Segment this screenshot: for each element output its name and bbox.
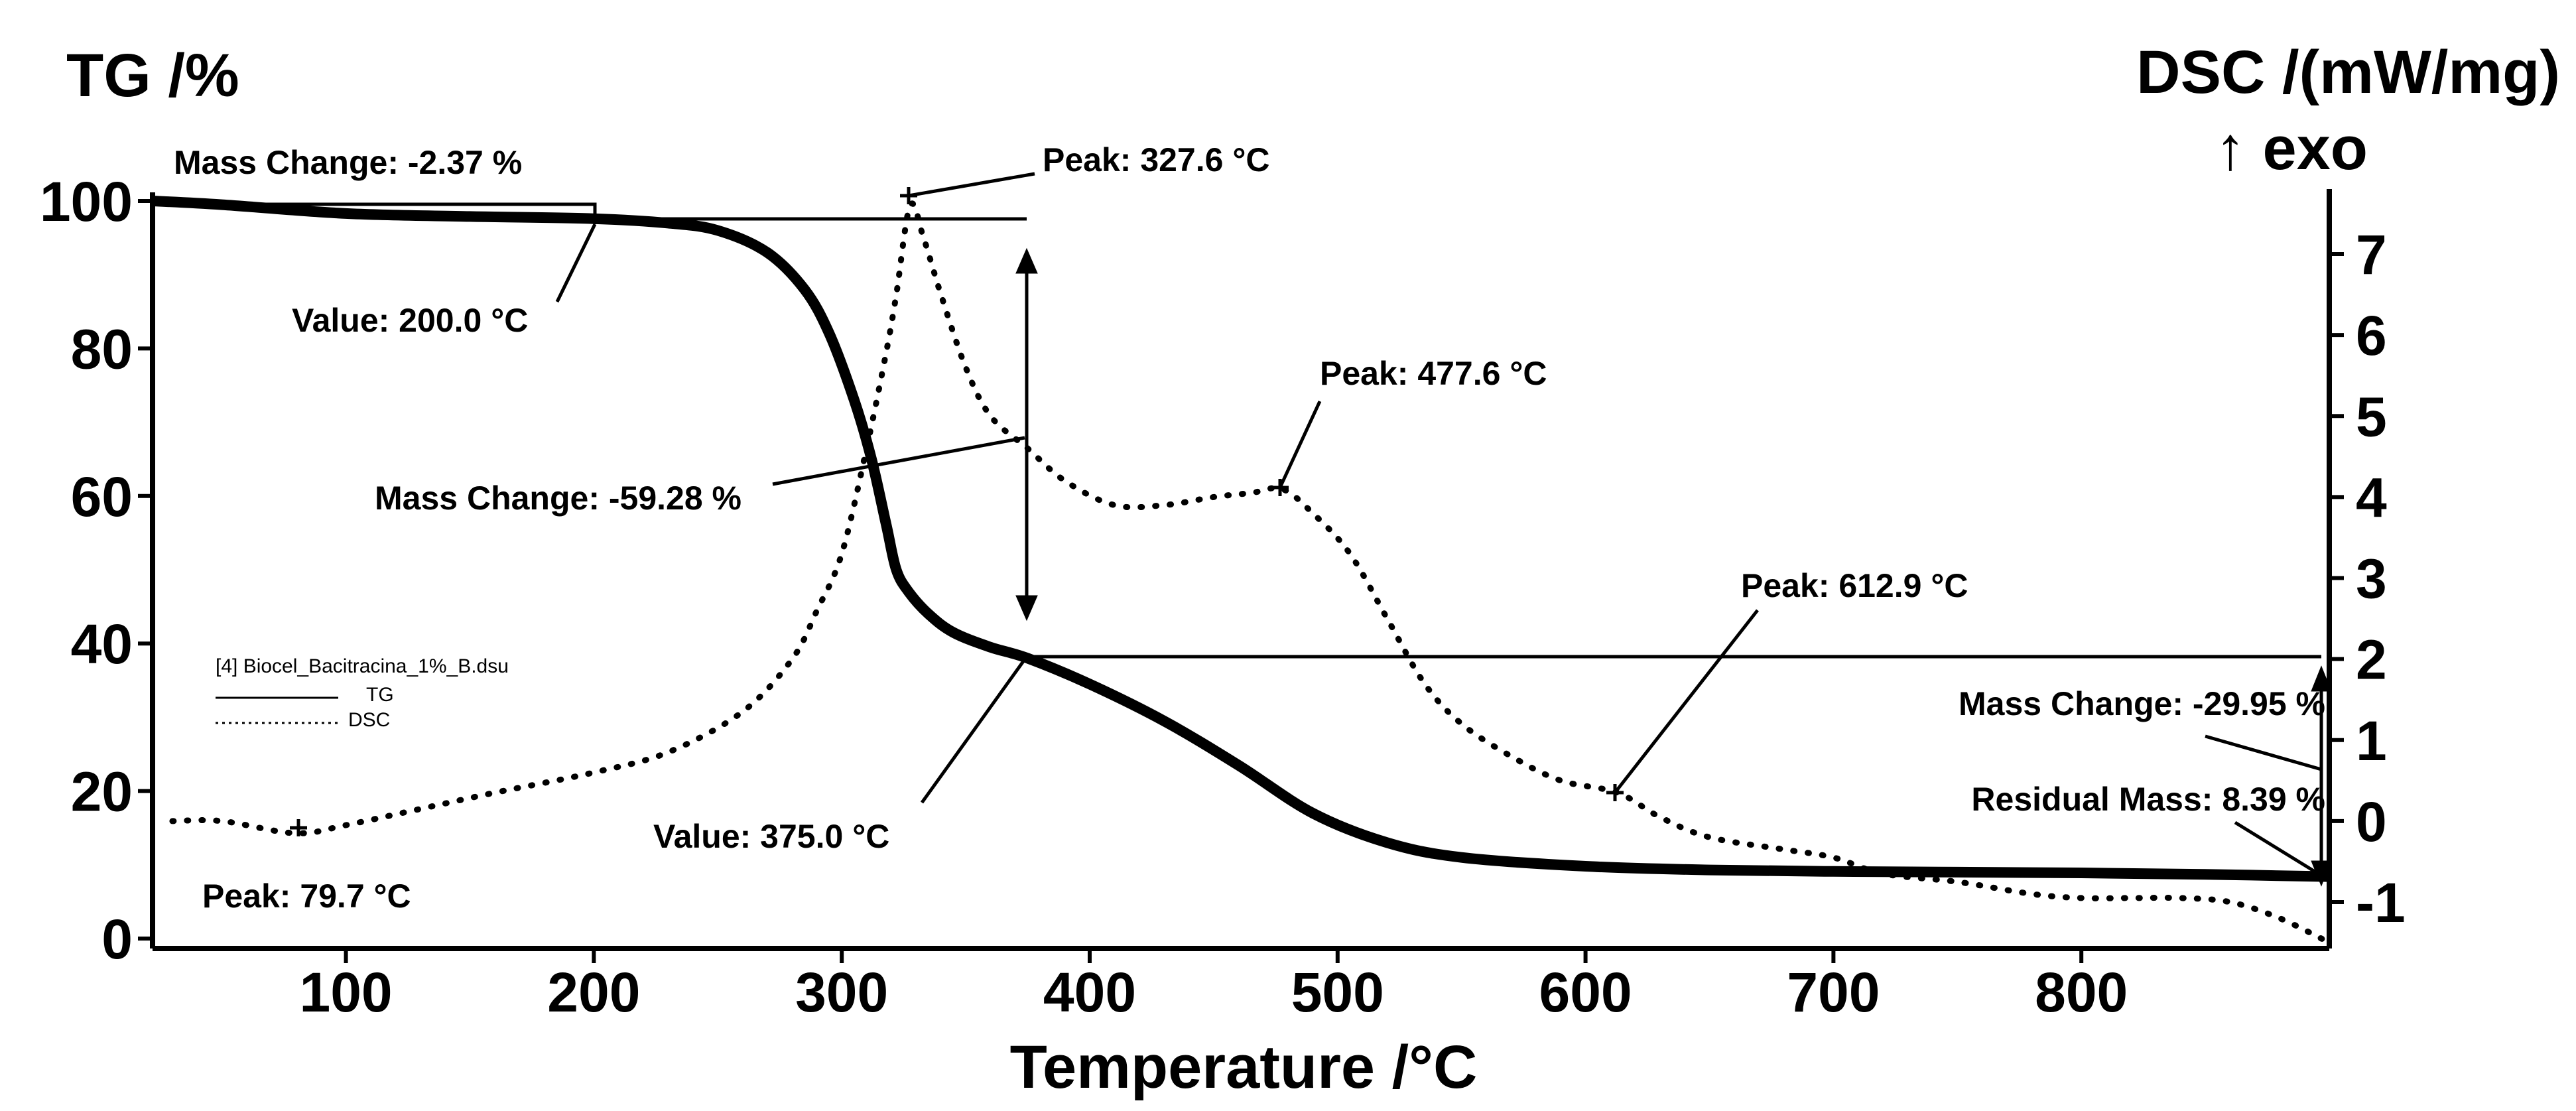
peak-327-leader — [908, 172, 1035, 198]
legend-file-name: [4] Biocel_Bacitracina_1%_B.dsu — [216, 655, 509, 677]
x-tick-label: 600 — [1539, 961, 1632, 1023]
x-ticks: 100 200 300 400 500 600 700 800 — [299, 948, 2128, 1023]
y-left-axis-title: TG /% — [66, 42, 239, 109]
y-left-tick-label: 40 — [71, 613, 133, 675]
y-right-tick-label: 3 — [2356, 548, 2387, 610]
legend-tg-label: TG — [366, 684, 394, 706]
peak-477-marker — [1271, 479, 1289, 496]
y-right-tick-label: 0 — [2356, 791, 2387, 853]
annotation-value-200: Value: 200.0 °C — [292, 302, 528, 339]
annotation-markers — [176, 172, 2332, 887]
annotation-peak-327: Peak: 327.6 °C — [1043, 141, 1269, 178]
y-left-tick-label: 100 — [40, 170, 133, 233]
peak-477-leader — [1278, 400, 1322, 489]
annotation-mass-change-2: Mass Change: -59.28 % — [375, 480, 741, 517]
series-line-tg — [152, 196, 2330, 882]
peak-612-leader — [1614, 609, 1759, 794]
arrow-head-up-3 — [2311, 665, 2332, 692]
peak-612-marker — [1606, 784, 1624, 801]
annotation-mass-change-3: Mass Change: -29.95 % — [1959, 685, 2325, 722]
y-left-tick-label: 80 — [71, 318, 133, 380]
y-right-axis-title: DSC /(mW/mg) — [2136, 38, 2560, 106]
residual-leader — [2234, 820, 2323, 878]
annotation-value-375: Value: 375.0 °C — [653, 818, 889, 855]
peak-79-marker — [290, 819, 307, 836]
x-tick-label: 800 — [2035, 961, 2128, 1023]
annotation-residual-mass: Residual Mass: 8.39 % — [1971, 781, 2325, 818]
x-tick-label: 400 — [1043, 961, 1136, 1023]
y-left-tick-label: 20 — [71, 761, 133, 823]
value-200-leader — [555, 223, 597, 303]
y-right-tick-label: 5 — [2356, 385, 2387, 448]
x-tick-label: 700 — [1787, 961, 1880, 1023]
x-tick-label: 200 — [547, 961, 640, 1023]
y-left-tick-label: 0 — [101, 908, 133, 970]
y-right-ticks: -1 0 1 2 3 4 5 6 7 — [2329, 224, 2406, 934]
legend: [4] Biocel_Bacitracina_1%_B.dsu TG DSC — [216, 655, 509, 731]
y-right-tick-label: 2 — [2356, 629, 2387, 691]
y-left-tick-label: 60 — [71, 466, 133, 528]
arrow-head-up-1 — [1015, 247, 1038, 274]
mass-change-2-leader — [772, 436, 1025, 486]
x-tick-label: 100 — [299, 961, 392, 1023]
x-tick-label: 500 — [1291, 961, 1384, 1023]
annotation-mass-change-1: Mass Change: -2.37 % — [174, 144, 522, 181]
value-375-leader — [920, 655, 1029, 804]
x-axis-title: Temperature /°C — [1010, 1033, 1478, 1101]
legend-dsc-label: DSC — [348, 709, 390, 731]
y-right-tick-label: 1 — [2356, 710, 2387, 772]
y-right-tick-label: 4 — [2356, 466, 2387, 529]
y-left-ticks: 0 20 40 60 80 100 — [40, 170, 153, 970]
annotation-peak-612: Peak: 612.9 °C — [1741, 567, 1968, 604]
y-right-tick-label: 6 — [2356, 304, 2387, 367]
x-tick-label: 300 — [795, 961, 888, 1023]
annotation-peak-477: Peak: 477.6 °C — [1320, 355, 1547, 392]
y-right-tick-label: -1 — [2356, 872, 2406, 934]
y-right-tick-label: 7 — [2356, 224, 2387, 286]
mass-change-3-leader — [2205, 734, 2322, 771]
annotation-peak-79: Peak: 79.7 °C — [202, 878, 411, 915]
arrow-head-down-1 — [1015, 595, 1038, 621]
peak-327-marker — [900, 187, 917, 204]
y-right-axis-subtitle: ↑ exo — [2215, 115, 2368, 182]
